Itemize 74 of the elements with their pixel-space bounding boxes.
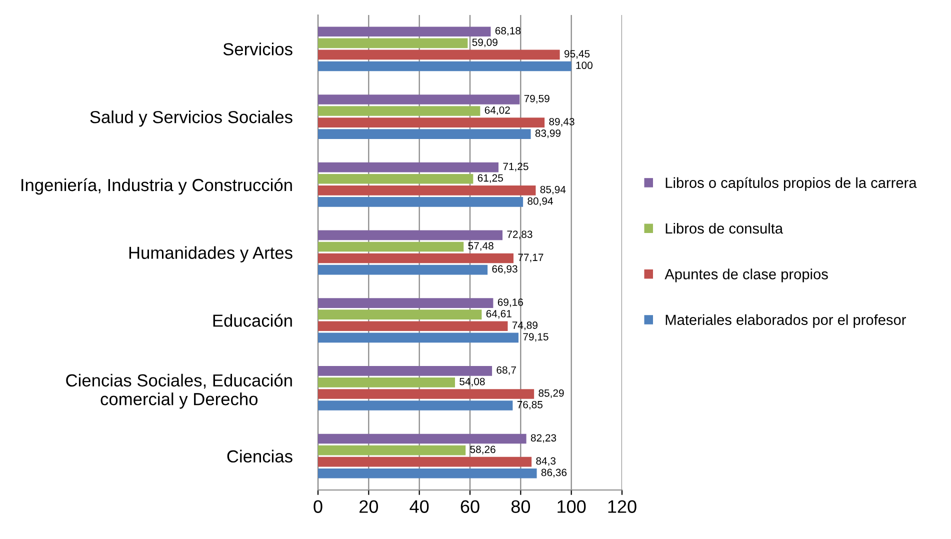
data-label: 100 [576, 62, 592, 70]
data-label: 85,94 [540, 186, 566, 194]
legend-label: Materiales elaborados por el profesor [666, 314, 906, 328]
bar [318, 332, 519, 343]
data-label: 83,99 [535, 130, 561, 138]
bar [318, 197, 524, 207]
bar [318, 174, 474, 184]
data-label: 61,25 [478, 174, 503, 183]
bar [318, 162, 498, 172]
data-label: 79,59 [524, 94, 550, 104]
y-tick-label: Salud y Servicios Sociales [90, 110, 292, 127]
data-label: 86,36 [541, 468, 567, 478]
data-label: 64,02 [484, 106, 510, 116]
y-tick-label: Ciencias [227, 450, 292, 463]
data-label: 76,85 [517, 400, 542, 410]
bar [318, 253, 514, 264]
data-label: 85,29 [538, 389, 564, 398]
data-label: 79,15 [523, 333, 548, 342]
data-label: 69,16 [498, 298, 523, 308]
data-label: 82,23 [530, 434, 556, 443]
bar [318, 389, 534, 399]
bar [318, 38, 468, 48]
x-tick-label: 60 [460, 500, 480, 513]
y-tick-label: Humanidades y Artes [129, 246, 292, 262]
bar [318, 310, 482, 320]
data-label: 57,48 [468, 242, 494, 251]
y-tick-label: Educación [213, 314, 292, 327]
data-label: 68,7 [496, 366, 516, 375]
x-tick-label: 0 [314, 500, 322, 513]
data-label: 71,25 [503, 162, 528, 172]
y-tick-label: Ciencias Sociales, Educación comercial y Derecho [66, 374, 292, 409]
data-label: 84,3 [536, 457, 556, 466]
bar [318, 456, 532, 467]
bar [318, 264, 488, 275]
y-tick-label: Ingeniería, Industria y Construcción [22, 178, 292, 195]
bar [318, 366, 492, 376]
data-label: 72,83 [507, 230, 532, 240]
y-tick-label: Servicios [223, 42, 292, 56]
data-label: 59,09 [472, 38, 498, 48]
x-tick-label: 100 [558, 500, 586, 513]
bar [318, 106, 480, 116]
bar [318, 26, 491, 37]
bar [318, 400, 513, 410]
data-label: 77,17 [518, 254, 544, 262]
bar [318, 242, 464, 252]
bar [318, 186, 536, 196]
data-label: 66,93 [492, 265, 518, 274]
x-tick-label: 40 [410, 500, 429, 513]
bar [318, 321, 508, 332]
bar [318, 118, 545, 128]
bar [318, 378, 456, 388]
bar [318, 129, 531, 139]
x-tick-label: 80 [511, 500, 530, 513]
bar [318, 445, 466, 456]
legend-label: Libros de consulta [666, 222, 784, 234]
data-label: 80,94 [528, 197, 553, 206]
bar [318, 94, 520, 104]
bar [318, 298, 494, 308]
bar [318, 468, 537, 478]
data-label: 54,08 [460, 378, 485, 386]
data-label: 89,43 [549, 118, 574, 127]
data-label: 58,26 [470, 446, 496, 454]
x-tick-label: 20 [360, 500, 378, 513]
bar [318, 50, 560, 60]
data-label: 68,18 [495, 27, 521, 36]
bar [318, 61, 572, 72]
data-label: 95,45 [564, 50, 590, 59]
data-label: 74,89 [512, 322, 538, 330]
legend-label: Apuntes de clase propios [664, 268, 828, 282]
x-tick-label: 120 [608, 500, 636, 513]
legend-label: Libros o capítulos propios de la carrera [666, 177, 917, 191]
bar [318, 230, 503, 240]
data-label: 64,61 [486, 310, 512, 319]
bar [318, 434, 526, 444]
